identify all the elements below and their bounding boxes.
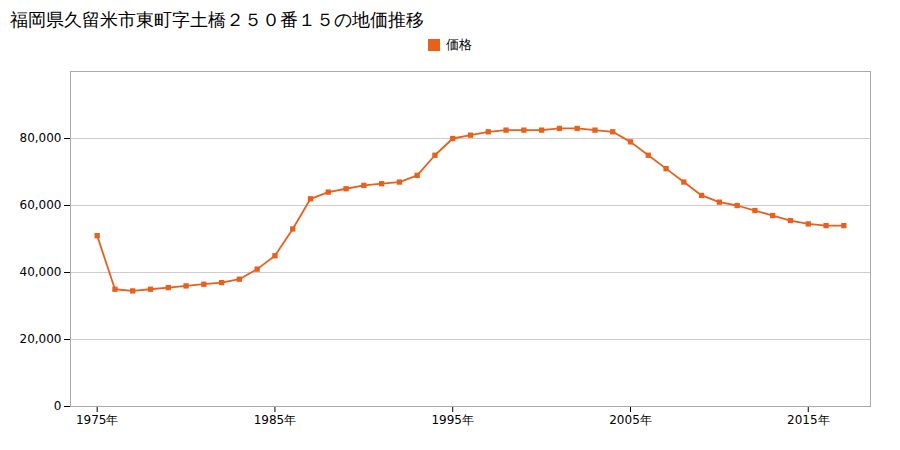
svg-text:2015年: 2015年 [787,413,830,427]
svg-text:1985年: 1985年 [254,413,297,427]
svg-text:2005年: 2005年 [609,413,652,427]
svg-text:20,000: 20,000 [20,332,62,346]
svg-text:60,000: 60,000 [20,198,62,212]
html-text:福岡県久留米市東町字土橋２５０番１５の地価推移: 福岡県久留米市東町字土橋２５０番１５の地価推移 [10,9,424,30]
svg-text:0: 0 [54,399,62,413]
svg-text:1995年: 1995年 [431,413,474,427]
svg-text:1975年: 1975年 [76,413,119,427]
html-text:価格: 価格 [446,37,472,52]
svg-text:80,000: 80,000 [20,131,62,145]
svg-text:40,000: 40,000 [20,265,62,279]
